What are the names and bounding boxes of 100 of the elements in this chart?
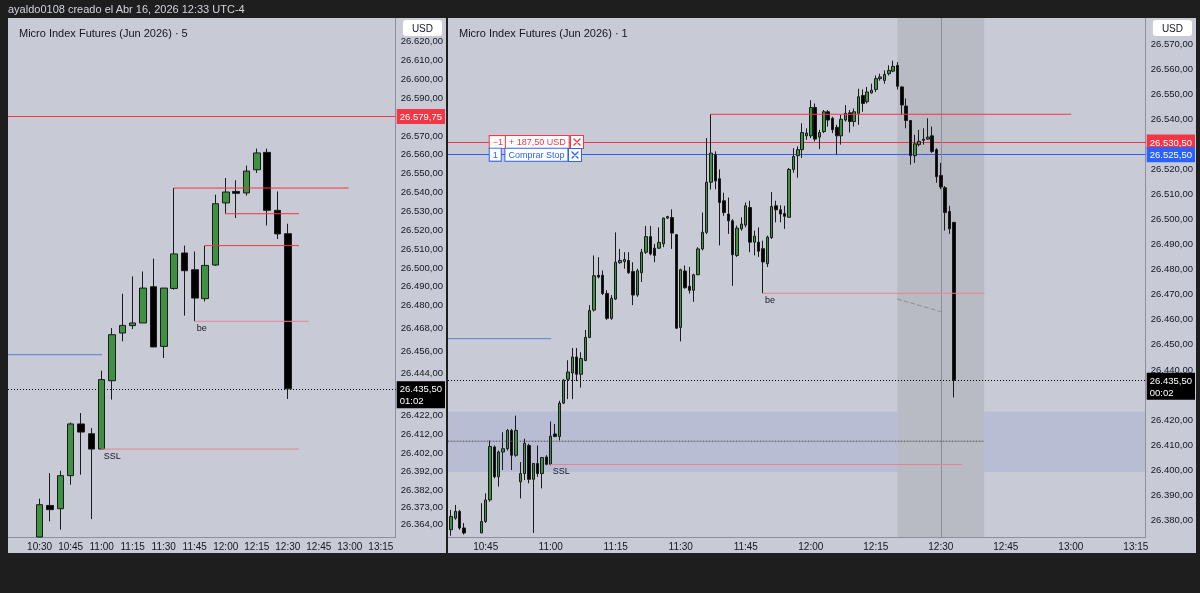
y-tick-label: 26.468,00 — [400, 322, 443, 334]
candlestick — [201, 245, 209, 302]
y-tick-label: 26.550,00 — [1150, 87, 1193, 99]
y-tick-label: 26.560,00 — [1150, 62, 1193, 74]
annotation: be — [196, 322, 207, 333]
x-tick-label: 13:00 — [337, 540, 363, 552]
x-tick-label: 12:30 — [275, 540, 301, 552]
y-tick-label: 26.550,00 — [400, 167, 443, 179]
candlestick — [449, 509, 453, 537]
y-tick-label: 26.392,00 — [400, 465, 443, 477]
x-tick-label: 11:15 — [603, 540, 629, 552]
x-tick-label: 11:00 — [538, 540, 564, 552]
y-tick-label: 26.620,00 — [400, 35, 443, 47]
x-tick-label: 13:15 — [368, 540, 394, 552]
y-tick-label: 26.510,00 — [400, 242, 443, 254]
candlestick — [232, 179, 240, 219]
y-tick-label: 26.480,00 — [400, 299, 443, 311]
y-tick-label: 26.540,00 — [1150, 112, 1193, 124]
y-tick-label: 26.456,00 — [400, 344, 443, 356]
y-tick-label: 26.450,00 — [1150, 338, 1193, 350]
annotation: SSL — [552, 466, 570, 477]
y-tick-label: 26.444,00 — [400, 367, 443, 379]
y-tick-label: 26.364,00 — [400, 518, 443, 530]
y-tick-label: 26.460,00 — [1150, 313, 1193, 325]
candlestick — [150, 258, 157, 348]
annotation: SSL — [103, 450, 121, 461]
text: Micro Index Futures (Jun 2026) · 1 — [459, 26, 628, 39]
y-tick-label: 26.373,00 — [400, 501, 443, 513]
x-tick-label: 12:15 — [244, 540, 270, 552]
candlestick — [274, 190, 281, 240]
candlestick — [88, 427, 95, 520]
y-tick-label: 26.440,00 — [1150, 363, 1193, 375]
text: Micro Index Futures (Jun 2026) · 5 — [19, 26, 188, 39]
annotation: −1 — [492, 137, 503, 148]
x-tick-label: 10:45 — [58, 540, 84, 552]
y-tick-label: 26.540,00 — [400, 186, 443, 198]
candlestick — [222, 177, 230, 215]
y-tick-label: 26.520,00 — [1150, 162, 1193, 174]
x-tick-label: 13:15 — [1123, 540, 1149, 552]
y-tick-label: 26.600,00 — [400, 72, 443, 84]
candlestick — [212, 194, 219, 267]
y-tick-label: 26.422,00 — [400, 408, 443, 420]
x-tick-label: 12:00 — [798, 540, 824, 552]
x-tick-label: 10:30 — [27, 540, 53, 552]
x-tick-label: 13:00 — [1058, 540, 1084, 552]
x-tick-label: 12:30 — [928, 540, 954, 552]
candlestick — [263, 148, 271, 226]
y-tick-label: 26.510,00 — [1150, 188, 1193, 200]
y-tick-label: 26.500,00 — [400, 261, 443, 273]
y-tick-label: 26.570,00 — [400, 129, 443, 141]
y-tick-label: 26.390,00 — [1150, 488, 1193, 500]
candlestick — [748, 200, 752, 253]
candlestick — [887, 64, 891, 76]
candlestick — [191, 250, 199, 322]
y-tick-label: 26.412,00 — [400, 427, 443, 439]
candlestick — [253, 148, 261, 174]
ref-line-label: 26.530,50 — [1149, 136, 1192, 148]
candlestick — [848, 109, 852, 134]
candlestick — [108, 327, 116, 401]
text: USD — [411, 22, 434, 34]
candlestick — [181, 245, 188, 317]
candlestick — [57, 470, 64, 531]
candlestick — [98, 370, 105, 450]
x-tick-label: 11:30 — [668, 540, 694, 552]
candlestick — [139, 270, 147, 324]
ref-line-label: 26.435,50 00:02 — [1149, 374, 1192, 398]
x-tick-label: 12:00 — [213, 540, 239, 552]
y-tick-label: 26.490,00 — [1150, 238, 1193, 250]
y-tick-label: 26.480,00 — [1150, 263, 1193, 275]
candlestick — [77, 412, 85, 476]
y-tick-label: 26.382,00 — [400, 484, 443, 496]
y-tick-label: 26.420,00 — [1150, 413, 1193, 425]
x-tick-label: 11:15 — [120, 540, 146, 552]
x-tick-label: 11:45 — [733, 540, 759, 552]
candlestick — [243, 165, 250, 197]
candlestick — [170, 187, 178, 291]
y-tick-label: 26.590,00 — [400, 91, 443, 103]
y-tick-label: 26.470,00 — [1150, 288, 1193, 300]
ref-line-label: 26.525,50 — [1149, 149, 1192, 161]
text: USD — [1161, 22, 1184, 34]
y-tick-label: 26.560,00 — [400, 148, 443, 160]
annotation: Comprar Stop — [508, 149, 565, 160]
candlestick — [67, 421, 74, 486]
y-tick-label: 26.490,00 — [400, 280, 443, 292]
y-tick-label: 26.410,00 — [1150, 438, 1193, 450]
candlestick — [129, 275, 136, 330]
y-tick-label: 26.400,00 — [1150, 463, 1193, 475]
ref-line-label: 26.435,50 01:02 — [399, 383, 442, 407]
annotation: + 187,50 USD — [508, 137, 567, 148]
x-tick-label: 12:45 — [993, 540, 1019, 552]
candlestick — [822, 109, 826, 134]
y-tick-label: 26.500,00 — [1150, 213, 1193, 225]
y-tick-label: 26.380,00 — [1150, 513, 1193, 525]
y-tick-label: 26.610,00 — [400, 54, 443, 66]
x-tick-label: 10:45 — [473, 540, 499, 552]
x-tick-label: 11:45 — [182, 540, 208, 552]
x-tick-label: 11:30 — [151, 540, 177, 552]
candlestick — [670, 208, 674, 250]
candlestick — [809, 99, 813, 139]
x-tick-label: 12:15 — [863, 540, 889, 552]
